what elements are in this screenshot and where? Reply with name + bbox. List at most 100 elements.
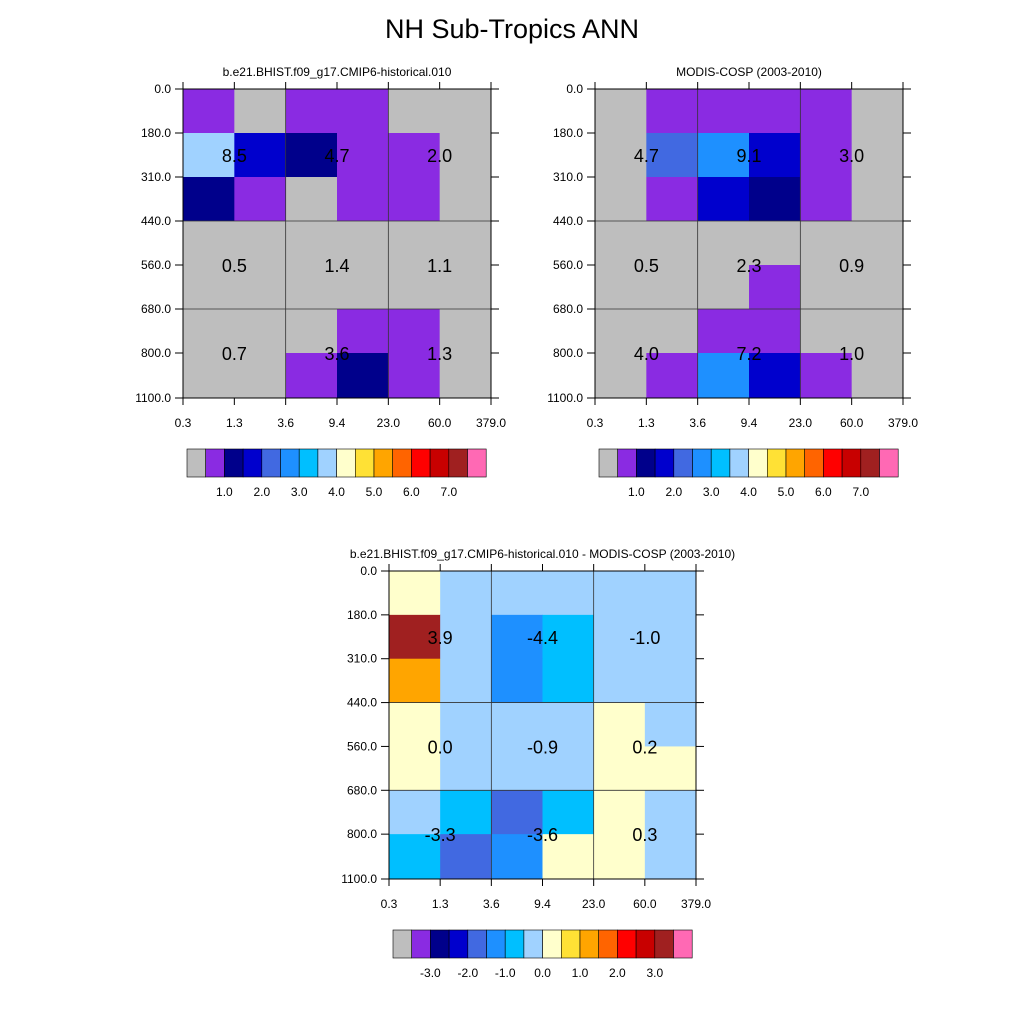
heatmap-cell [183,221,235,266]
heatmap-cell [644,834,697,880]
heatmap-cell [388,221,441,266]
box-value-label: 3.0 [839,146,864,166]
colorbar-swatch [579,929,600,959]
heatmap-cell [439,353,492,399]
heatmap-cell [234,221,287,266]
colorbar-swatch [860,448,880,478]
colorbar-swatch [523,929,543,959]
colorbar-label: -3.0 [420,966,441,980]
heatmap-cell [593,614,646,660]
heatmap-cell [234,265,287,310]
colorbar-label: 6.0 [815,485,832,499]
heatmap-cell [697,353,750,399]
y-tick-label: 0.0 [360,564,377,578]
x-tick-label: 23.0 [377,416,401,430]
x-tick-label: 9.4 [329,416,346,430]
heatmap-cell [337,265,389,310]
heatmap-cell [389,614,441,660]
heatmap-cell [388,177,441,222]
box-value-label: 9.1 [736,146,761,166]
x-tick-label: 23.0 [789,416,813,430]
x-tick-label: 3.6 [483,897,500,911]
heatmap-cell [439,89,492,134]
heatmap-cell [491,658,543,704]
heatmap-cell [697,89,750,134]
x-tick-label: 9.4 [534,897,551,911]
y-tick-label: 440.0 [347,696,377,710]
box-value-label: 0.5 [634,256,659,276]
colorbar-label: 2.0 [665,485,682,499]
colorbar-label: 3.0 [291,485,308,499]
y-tick-label: 180.0 [347,608,377,622]
box-value-label: -0.9 [527,737,558,757]
colorbar-label: 1.0 [216,485,233,499]
colorbar-swatch [617,448,637,478]
heatmap-cell [440,834,492,880]
heatmap-cell [440,571,492,616]
box-value-label: 3.6 [324,344,349,364]
box-value-label: 2.3 [736,256,761,276]
y-tick-label: 800.0 [347,827,377,841]
colorbar-swatch [841,448,862,478]
heatmap-cell [851,133,904,178]
colorbar-swatch [879,448,899,478]
box-value-label: 0.2 [632,737,657,757]
heatmap-cell [389,790,441,835]
colorbar-swatch [411,448,431,478]
heatmap-cell [439,265,492,310]
heatmap-cell [183,265,235,310]
colorbar-swatch [560,929,581,959]
y-tick-label: 0.0 [154,82,171,96]
heatmap-cell [749,133,801,178]
colorbar-swatch [467,448,487,478]
heatmap-cell [439,309,492,354]
box-value-label: 3.9 [428,628,453,648]
heatmap-cell [749,221,801,266]
colorbar: 1.0 2.0 3.0 4.0 5.0 6.0 7.0 [186,448,487,499]
colorbar-label: 1.0 [628,485,645,499]
heatmap-cell [749,353,801,399]
heatmap-cell [644,702,697,747]
heatmap-cell [183,133,235,178]
heatmap-cell [595,353,647,399]
box-value-label: -4.4 [527,628,558,648]
y-tick-label: 680.0 [141,302,171,316]
x-tick-label: 3.6 [277,416,294,430]
x-tick-label: 0.3 [381,897,398,911]
heatmap-cell [593,790,646,835]
y-tick-label: 680.0 [553,302,583,316]
colorbar-swatch [298,448,319,478]
colorbar-swatch [448,929,469,959]
heatmap-cell [491,746,543,791]
heatmap-cell [644,790,697,835]
box-value-label: 1.3 [427,344,452,364]
y-tick-label: 1100.0 [547,391,583,405]
colorbar-swatch [224,448,244,478]
colorbar-swatch [785,448,806,478]
heatmap-cell [285,265,338,310]
colorbar-label: 2.0 [253,485,270,499]
heatmap-cell [800,89,853,134]
x-tick-label: 60.0 [633,897,657,911]
heatmap-cell [697,265,750,310]
heatmap-cell [749,309,801,354]
colorbar-swatch [598,929,618,959]
colorbar-swatch [729,448,749,478]
colorbar: 1.0 2.0 3.0 4.0 5.0 6.0 7.0 [598,448,899,499]
panel-obs: MODIS-COSP (2003-2010) 4.7 9.1 3.0 0.5 2.3 0.9… [547,65,918,499]
colorbar-swatch [186,448,207,478]
colorbar-swatch [542,929,562,959]
box-value-label: 0.0 [428,737,453,757]
x-tick-label: 379.0 [888,416,918,430]
heatmap-cell [800,353,853,399]
heatmap-cell [491,834,543,880]
heatmap-cell [644,571,697,616]
heatmap-cell [234,89,287,134]
heatmap-cell [595,265,647,310]
heatmap-cell [644,614,697,660]
x-tick-label: 379.0 [681,897,711,911]
heatmap-cell [595,221,647,266]
heatmap-cell [337,177,389,222]
colorbar-label: -1.0 [495,966,516,980]
